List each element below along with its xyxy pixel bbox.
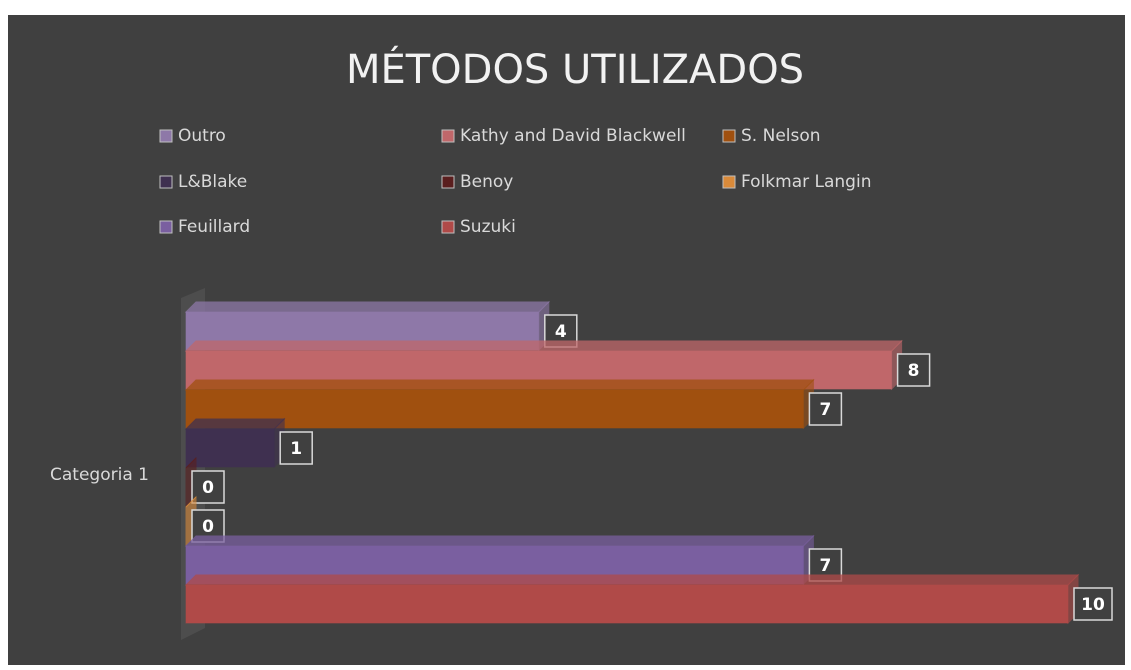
legend-label: Outro — [178, 126, 226, 146]
legend-swatch — [722, 129, 736, 143]
legend-label: Kathy and David Blackwell — [460, 126, 686, 146]
category-label: Categoria 1 — [50, 465, 149, 485]
legend-swatch — [441, 175, 455, 189]
data-label-box — [808, 392, 843, 426]
legend-label: Feuillard — [178, 217, 250, 237]
data-label: 1 — [290, 439, 302, 459]
data-label: 0 — [202, 478, 214, 498]
legend-swatch — [722, 175, 736, 189]
bar-top — [184, 535, 815, 547]
data-label: 7 — [819, 400, 831, 420]
bar — [184, 417, 286, 469]
legend-label: Folkmar Langin — [741, 172, 871, 192]
data-label: 4 — [555, 322, 567, 342]
chart-title: MÉTODOS UTILIZADOS — [346, 45, 804, 93]
legend-swatch — [441, 220, 455, 234]
data-label: 8 — [908, 361, 920, 381]
data-label: 0 — [202, 517, 214, 537]
bar-front — [185, 584, 1069, 624]
legend-label: Benoy — [460, 172, 513, 192]
bar-front — [185, 428, 275, 468]
legend-swatch — [441, 129, 455, 143]
legend-swatch — [159, 175, 173, 189]
legend-swatch — [159, 220, 173, 234]
bar-top — [184, 340, 903, 352]
bar-front — [185, 389, 804, 429]
data-label: 7 — [819, 556, 831, 576]
data-label-box — [896, 353, 931, 387]
bar-top — [184, 379, 815, 391]
data-label-box — [191, 470, 225, 504]
data-label-box — [279, 431, 313, 465]
data-label-box — [1073, 587, 1113, 621]
bar — [184, 573, 1080, 625]
data-label: 10 — [1081, 595, 1105, 615]
legend-label: Suzuki — [460, 217, 516, 237]
bar — [184, 378, 815, 430]
bar-top — [184, 418, 286, 430]
bar-top — [184, 574, 1080, 586]
legend-swatch — [159, 129, 173, 143]
legend-label: L&Blake — [178, 172, 247, 192]
bar-top — [184, 301, 551, 313]
legend-label: S. Nelson — [741, 126, 821, 146]
